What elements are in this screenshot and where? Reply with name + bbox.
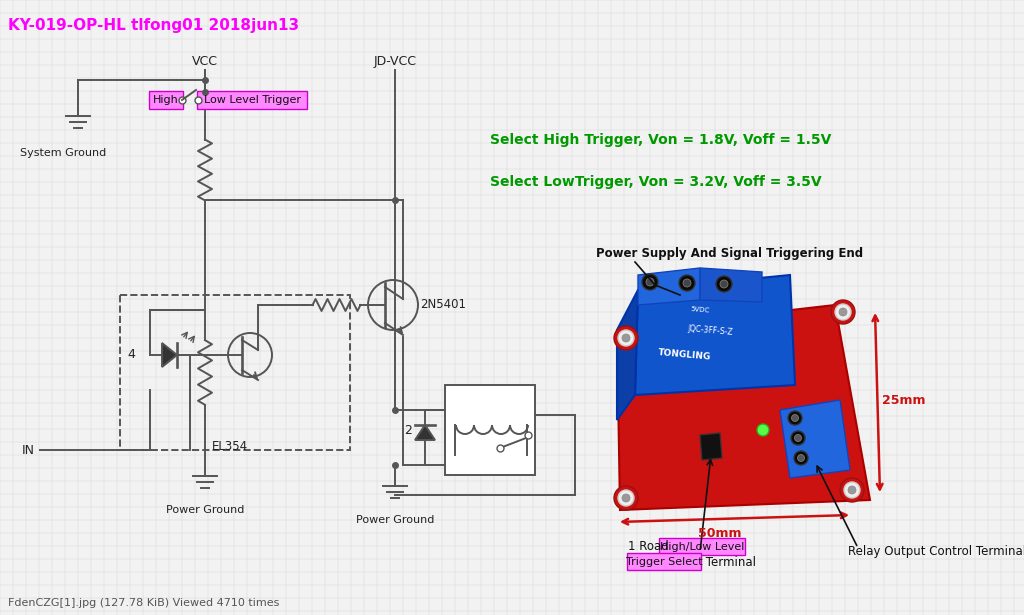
Circle shape bbox=[835, 304, 851, 320]
Bar bbox=[120, 295, 350, 450]
Text: TONGLING: TONGLING bbox=[658, 348, 712, 362]
Circle shape bbox=[716, 276, 732, 292]
Circle shape bbox=[618, 490, 634, 506]
Circle shape bbox=[839, 308, 847, 316]
Text: Trigger Select: Trigger Select bbox=[626, 557, 702, 567]
Circle shape bbox=[792, 415, 799, 421]
Polygon shape bbox=[700, 268, 762, 302]
Polygon shape bbox=[617, 290, 638, 420]
Circle shape bbox=[642, 274, 658, 290]
Text: Power Supply And Signal Triggering End: Power Supply And Signal Triggering End bbox=[596, 247, 863, 260]
Circle shape bbox=[614, 326, 638, 350]
Circle shape bbox=[757, 424, 769, 436]
Text: 4: 4 bbox=[127, 349, 135, 362]
Circle shape bbox=[791, 431, 805, 445]
FancyBboxPatch shape bbox=[659, 538, 745, 555]
Circle shape bbox=[795, 435, 802, 442]
Circle shape bbox=[794, 451, 808, 465]
Circle shape bbox=[679, 275, 695, 291]
Text: KY-019-OP-HL tlfong01 2018jun13: KY-019-OP-HL tlfong01 2018jun13 bbox=[8, 18, 299, 33]
Circle shape bbox=[683, 279, 691, 287]
Text: 50mm: 50mm bbox=[698, 527, 741, 540]
Circle shape bbox=[848, 486, 856, 494]
Circle shape bbox=[618, 330, 634, 346]
Text: Select LowTrigger, Von = 3.2V, Voff = 3.5V: Select LowTrigger, Von = 3.2V, Voff = 3.… bbox=[490, 175, 821, 189]
Text: EL354: EL354 bbox=[212, 440, 248, 453]
Circle shape bbox=[840, 478, 864, 502]
Text: FdenCZG[1].jpg (127.78 KiB) Viewed 4710 times: FdenCZG[1].jpg (127.78 KiB) Viewed 4710 … bbox=[8, 598, 280, 608]
Text: Select High Trigger, Von = 1.8V, Voff = 1.5V: Select High Trigger, Von = 1.8V, Voff = … bbox=[490, 133, 831, 147]
Text: 5VDC: 5VDC bbox=[690, 306, 710, 314]
Text: Relay Output Control Terminals: Relay Output Control Terminals bbox=[848, 546, 1024, 558]
Text: JD-VCC: JD-VCC bbox=[374, 55, 417, 68]
Circle shape bbox=[831, 300, 855, 324]
Text: Power Ground: Power Ground bbox=[166, 505, 244, 515]
Text: 2N5401: 2N5401 bbox=[420, 298, 466, 312]
Circle shape bbox=[844, 482, 860, 498]
Text: Terminal: Terminal bbox=[702, 555, 756, 568]
FancyBboxPatch shape bbox=[150, 91, 183, 109]
Polygon shape bbox=[700, 433, 722, 460]
Text: VCC: VCC bbox=[193, 55, 218, 68]
Circle shape bbox=[720, 280, 728, 288]
Text: High/Low Level: High/Low Level bbox=[659, 542, 744, 552]
Polygon shape bbox=[780, 400, 850, 478]
Text: High: High bbox=[154, 95, 179, 105]
Circle shape bbox=[646, 278, 654, 286]
Circle shape bbox=[622, 334, 630, 342]
Polygon shape bbox=[415, 425, 435, 440]
Circle shape bbox=[614, 486, 638, 510]
Polygon shape bbox=[635, 275, 795, 395]
Bar bbox=[445, 385, 535, 475]
Text: System Ground: System Ground bbox=[19, 148, 106, 158]
Polygon shape bbox=[638, 268, 700, 305]
FancyBboxPatch shape bbox=[627, 553, 701, 570]
Text: IN: IN bbox=[22, 443, 35, 456]
Text: Low Level Trigger: Low Level Trigger bbox=[204, 95, 300, 105]
Polygon shape bbox=[617, 305, 870, 510]
Text: 25mm: 25mm bbox=[882, 394, 926, 407]
Circle shape bbox=[622, 494, 630, 502]
Text: Power Ground: Power Ground bbox=[355, 515, 434, 525]
Polygon shape bbox=[162, 343, 177, 367]
Text: 2: 2 bbox=[404, 424, 412, 437]
Circle shape bbox=[798, 454, 805, 461]
Text: JQC-3FF-S-Z: JQC-3FF-S-Z bbox=[687, 323, 733, 336]
Circle shape bbox=[788, 411, 802, 425]
FancyBboxPatch shape bbox=[197, 91, 307, 109]
Text: 1 Road: 1 Road bbox=[628, 541, 673, 554]
